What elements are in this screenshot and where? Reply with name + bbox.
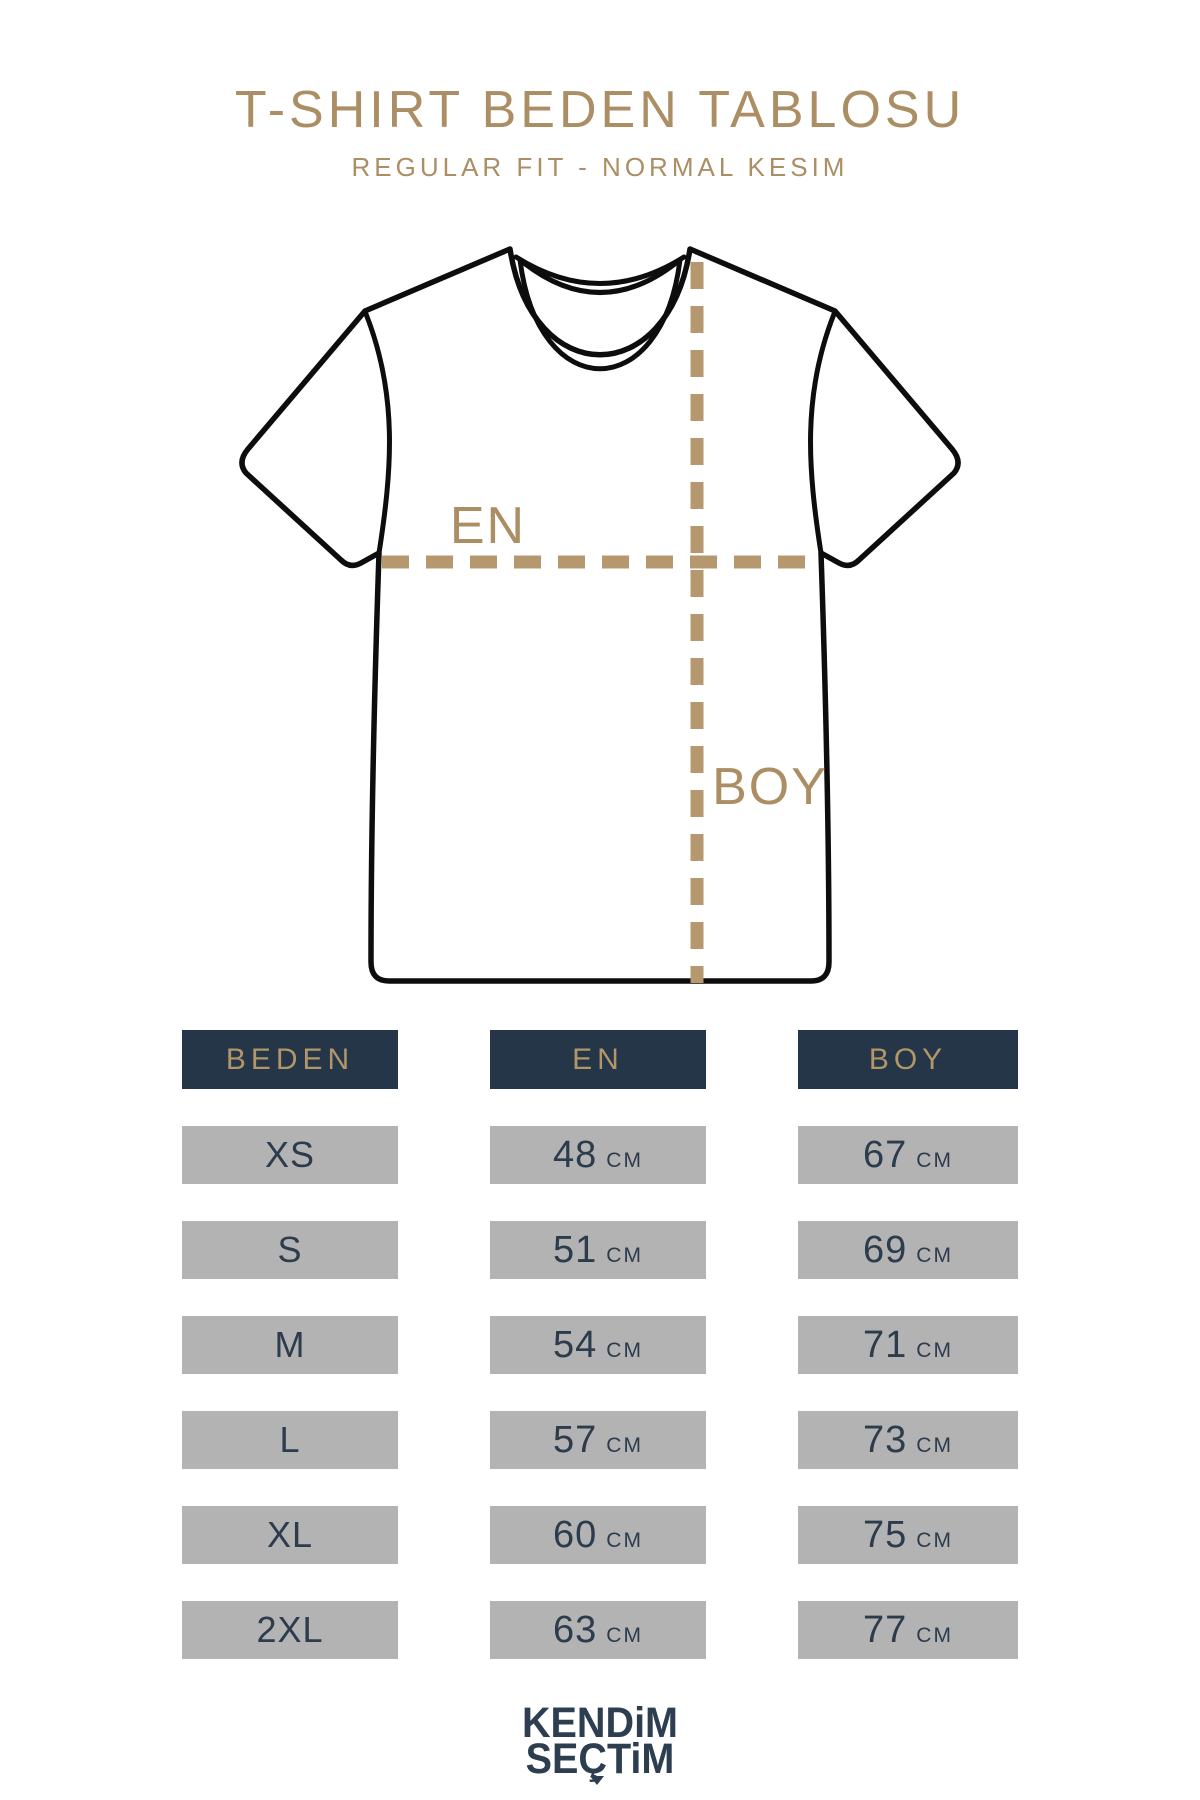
boy-value: 67 — [863, 1133, 908, 1176]
table-row-size-cell: XS — [182, 1126, 398, 1184]
en-value: 54 — [553, 1323, 598, 1366]
unit-label: CM — [606, 1528, 643, 1552]
table-row-en-cell: 48 CM — [490, 1126, 706, 1184]
header-length: BOY — [798, 1030, 1018, 1089]
table-row-boy-cell: 69 CM — [798, 1221, 1018, 1279]
unit-label: CM — [606, 1243, 643, 1267]
header-width: EN — [490, 1030, 706, 1089]
page-subtitle: REGULAR FIT - NORMAL KESIM — [351, 152, 849, 182]
en-value: 57 — [553, 1418, 598, 1461]
table-row-en-cell: 54 CM — [490, 1316, 706, 1374]
table-row-size-cell: M — [182, 1316, 398, 1374]
unit-label: CM — [916, 1148, 953, 1172]
size-table: BEDEN EN BOY XS 48 CM 67 CM S 51 CM 69 CM M … — [182, 1030, 1019, 1659]
table-row-boy-cell: 67 CM — [798, 1126, 1018, 1184]
page-title: T-SHIRT BEDEN TABLOSU — [234, 81, 966, 139]
size-value: 2XL — [256, 1609, 324, 1650]
en-value: 51 — [553, 1228, 598, 1271]
unit-label: CM — [606, 1148, 643, 1172]
boy-value: 71 — [863, 1323, 908, 1366]
size-value: XL — [266, 1514, 314, 1555]
header-size: BEDEN — [182, 1030, 398, 1089]
unit-label: CM — [606, 1623, 643, 1647]
table-row-size-cell: XL — [182, 1506, 398, 1564]
width-label: EN — [450, 497, 526, 555]
size-value: XS — [264, 1134, 316, 1175]
unit-label: CM — [916, 1433, 953, 1457]
boy-value: 75 — [863, 1513, 908, 1556]
brand-logo: KENDiM SEÇTiM — [0, 1699, 1200, 1783]
table-row-size-cell: 2XL — [182, 1601, 398, 1659]
unit-label: CM — [916, 1338, 953, 1362]
unit-label: CM — [606, 1338, 643, 1362]
length-label: BOY — [712, 758, 828, 816]
table-row-size-cell: L — [182, 1411, 398, 1469]
boy-value: 73 — [863, 1418, 908, 1461]
en-value: 60 — [553, 1513, 598, 1556]
sleeve-seams — [363, 311, 837, 556]
collar-details — [513, 254, 687, 372]
en-value: 48 — [553, 1133, 598, 1176]
boy-value: 77 — [863, 1608, 908, 1651]
unit-label: CM — [916, 1528, 953, 1552]
table-row-en-cell: 57 CM — [490, 1411, 706, 1469]
brand-logo-line1: KENDiM — [521, 1699, 679, 1747]
tshirt-outline — [239, 246, 961, 984]
table-row-en-cell: 51 CM — [490, 1221, 706, 1279]
table-row-boy-cell: 71 CM — [798, 1316, 1018, 1374]
table-row-boy-cell: 77 CM — [798, 1601, 1018, 1659]
boy-value: 69 — [863, 1228, 908, 1271]
table-row-boy-cell: 73 CM — [798, 1411, 1018, 1469]
unit-label: CM — [916, 1243, 953, 1267]
size-value: L — [279, 1419, 301, 1460]
en-value: 63 — [553, 1608, 598, 1651]
table-row-en-cell: 60 CM — [490, 1506, 706, 1564]
brand-logo-line2: SEÇTiM — [525, 1734, 675, 1783]
unit-label: CM — [606, 1433, 643, 1457]
brand-logo-caret-icon — [590, 1776, 604, 1785]
size-value: M — [274, 1324, 306, 1365]
unit-label: CM — [916, 1623, 953, 1647]
measurement-lines — [382, 262, 822, 983]
table-row-en-cell: 63 CM — [490, 1601, 706, 1659]
table-row-size-cell: S — [182, 1221, 398, 1279]
table-row-boy-cell: 75 CM — [798, 1506, 1018, 1564]
size-value: S — [277, 1229, 303, 1270]
